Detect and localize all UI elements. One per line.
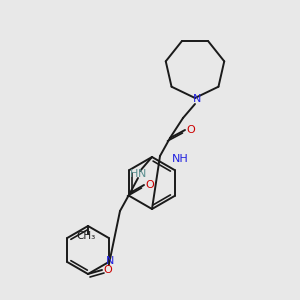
Text: CH₃: CH₃ bbox=[76, 231, 96, 241]
Text: N: N bbox=[106, 256, 114, 266]
Text: O: O bbox=[187, 125, 195, 135]
Text: N: N bbox=[138, 169, 146, 179]
Text: H: H bbox=[130, 169, 138, 179]
Text: N: N bbox=[193, 94, 201, 104]
Text: NH: NH bbox=[172, 154, 189, 164]
Text: O: O bbox=[146, 180, 154, 190]
Text: O: O bbox=[103, 265, 112, 275]
